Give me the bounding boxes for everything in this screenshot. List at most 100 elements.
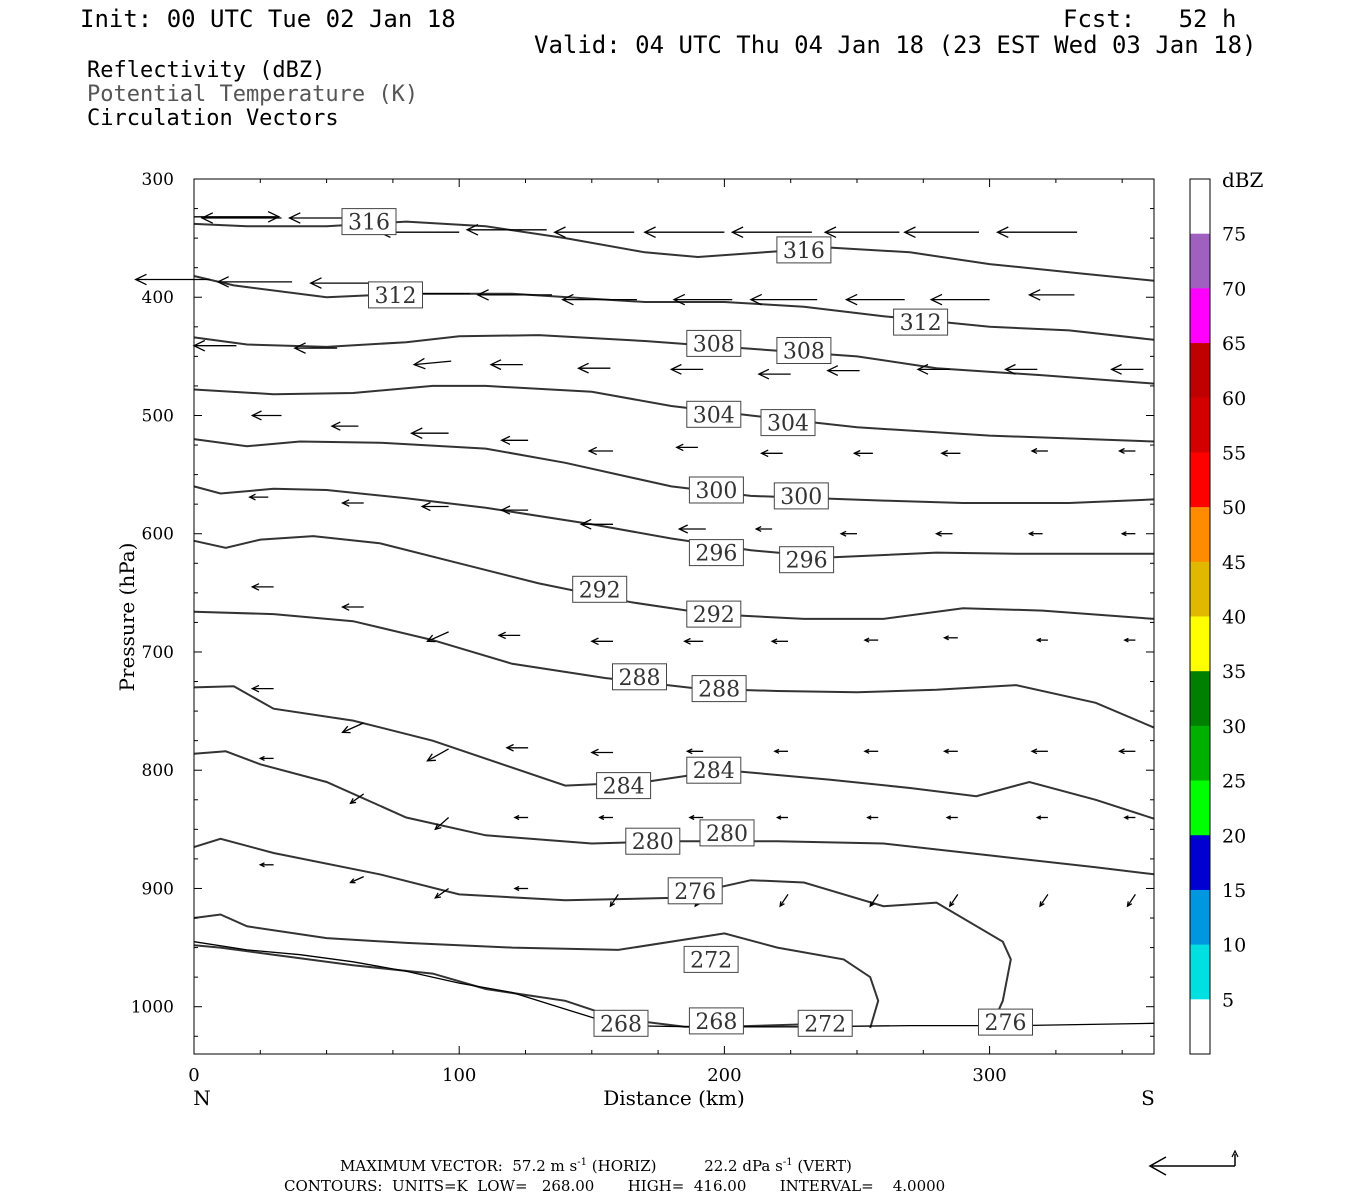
vector-head: [903, 226, 916, 238]
contour-296: [193, 485, 1154, 559]
vector-arrow: [553, 226, 635, 238]
vector-arrow: [1030, 447, 1048, 454]
vector-head: [609, 901, 616, 908]
vector-arrow: [216, 276, 293, 288]
contour-label: 304: [760, 409, 816, 437]
vector-head: [497, 631, 506, 640]
vector-head: [945, 815, 952, 820]
vector-arrow: [1027, 531, 1043, 537]
vector-arrow: [293, 342, 338, 354]
contour-label-text: 280: [706, 822, 748, 847]
contour-label-text: 312: [900, 311, 942, 336]
vector-arrow: [341, 722, 364, 734]
vector-head: [1004, 363, 1016, 375]
vector-head: [775, 815, 782, 820]
contour-label-text: 276: [674, 880, 716, 905]
contour-label-box: [625, 827, 681, 855]
colorbar-label: 25: [1222, 771, 1246, 793]
vector-arrow: [258, 862, 274, 868]
vector-arrow: [1123, 815, 1136, 820]
contour-label-text: 300: [780, 485, 822, 510]
vector-arrow: [587, 446, 613, 456]
vector-arrow: [1117, 748, 1136, 755]
vector-head: [489, 359, 502, 371]
contour-292: [193, 535, 1155, 620]
vector-arrow: [770, 638, 788, 645]
vector-head: [942, 748, 949, 754]
vector-shaft: [427, 748, 449, 762]
vector-head: [672, 293, 686, 306]
vector-head: [258, 862, 265, 868]
plot-frame: [193, 178, 1155, 1055]
vector-head: [465, 224, 479, 236]
vector-head: [1123, 637, 1129, 643]
vector-arrow: [866, 815, 879, 820]
vector-arrow: [934, 530, 953, 537]
contour-label-box: [686, 400, 742, 428]
vector-arrow: [1035, 815, 1048, 820]
vector-head: [916, 363, 929, 375]
vector-head: [216, 276, 229, 288]
contour-label: 288: [612, 663, 667, 691]
init-time: Init: 00 UTC Tue 02 Jan 18: [80, 5, 456, 33]
contour-label: 316: [776, 236, 832, 264]
field-reflectivity: Reflectivity (dBZ): [87, 58, 326, 83]
contour-316: [193, 220, 1155, 282]
vector-arrow: [839, 530, 857, 537]
vector-arrow: [500, 435, 529, 445]
colorbar-label: 20: [1222, 825, 1246, 847]
x-end-label-north: N: [193, 1086, 211, 1110]
vector-head: [513, 885, 520, 892]
valid-time: Valid: 04 UTC Thu 04 Jan 18 (23 EST Wed …: [534, 31, 1257, 59]
vector-arrow: [330, 421, 359, 431]
contour-label: 276: [978, 1008, 1033, 1036]
colorbar-bin: [1190, 179, 1210, 234]
contour-label-box: [572, 575, 628, 603]
vector-head: [341, 725, 351, 734]
vector-head: [996, 226, 1009, 238]
vector-arrow: [561, 293, 637, 306]
reference-vector: [1148, 1149, 1239, 1176]
vector-head: [1117, 748, 1125, 755]
contour-label-box: [688, 1007, 744, 1035]
colorbar-bin: [1190, 507, 1210, 563]
vector-arrow: [754, 526, 773, 532]
contour-label: 304: [686, 400, 742, 428]
contour-lines: [193, 220, 1155, 1031]
colorbar-label: 45: [1222, 552, 1246, 574]
colorbar-bin: [1190, 397, 1210, 453]
contour-label-box: [691, 675, 747, 703]
vector-head: [940, 449, 948, 457]
y-tick-label: 400: [142, 288, 174, 308]
colorbar-bin: [1190, 889, 1210, 945]
contour-label-text: 304: [693, 403, 735, 428]
terrain-surface: [193, 941, 1155, 1028]
contour-label-box: [683, 945, 739, 973]
contour-308: [193, 334, 1155, 385]
vector-head: [200, 212, 214, 224]
vector-head: [248, 493, 256, 501]
vector-arrow: [579, 518, 613, 530]
vector-head: [685, 748, 693, 755]
horiz-value: 57.2 m s: [512, 1157, 578, 1175]
vector-shaft: [414, 360, 452, 366]
colorbar-bin: [1190, 999, 1210, 1055]
contour-288: [193, 610, 1155, 729]
vector-arrow: [823, 226, 900, 238]
vector-head: [513, 814, 520, 821]
vector-arrow: [1118, 447, 1136, 454]
vector-head: [505, 743, 514, 752]
vector-head: [1118, 447, 1125, 454]
vector-head: [590, 748, 599, 757]
contour-label-box: [760, 409, 816, 437]
contour-label: 280: [625, 827, 681, 855]
vector-arrow: [996, 226, 1078, 238]
vector-arrow: [412, 357, 452, 370]
vector-head: [420, 501, 431, 512]
vector-head: [942, 635, 949, 641]
colorbar-bin: [1190, 288, 1210, 344]
colorbar-label: 10: [1222, 935, 1246, 957]
vector-head: [1027, 531, 1034, 537]
vector-head: [839, 530, 847, 537]
vector-head: [869, 901, 875, 908]
